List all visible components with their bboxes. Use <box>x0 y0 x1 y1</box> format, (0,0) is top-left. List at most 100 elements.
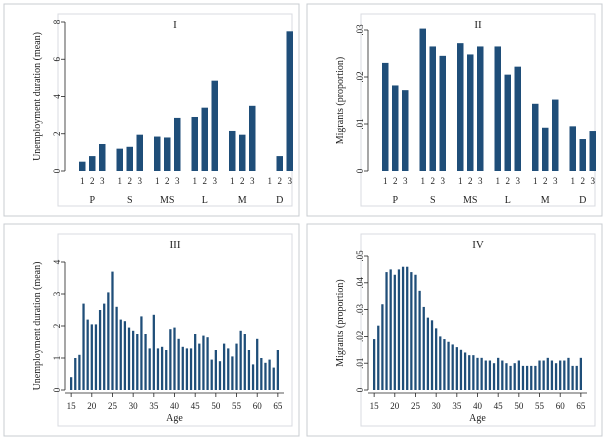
bar <box>229 131 236 171</box>
panel-4: IV Migrants (proportion) 0 .01 .02 .03 .04 .05 1… <box>303 220 606 440</box>
x-tick-label: 45 <box>191 401 201 411</box>
bar-tick-label: 2 <box>393 176 398 186</box>
x-axis-label: Age <box>166 413 183 424</box>
bar <box>509 366 511 390</box>
bar <box>493 363 495 390</box>
bar <box>373 339 375 390</box>
x-tick-label: 45 <box>494 401 504 411</box>
panel-1: I Unemployment duration (mean) 0 2 4 6 8 1 2 3 P 1 2… <box>0 0 303 220</box>
bar-tick-label: 3 <box>553 176 558 186</box>
bar-tick-label: 1 <box>533 176 538 186</box>
bar <box>390 269 392 390</box>
y-tick-label: 0 <box>355 387 365 392</box>
bar <box>522 366 524 390</box>
y-tick-label: 8 <box>52 19 62 24</box>
bar <box>127 147 134 171</box>
bar <box>277 156 284 171</box>
bar <box>194 334 196 390</box>
bar-tick-label: 2 <box>581 176 586 186</box>
bar <box>480 358 482 390</box>
bar <box>140 316 142 390</box>
chart-title: III <box>170 239 181 251</box>
chart-title: IV <box>472 239 484 251</box>
bar <box>377 326 379 390</box>
bar <box>552 100 559 171</box>
bar <box>74 358 76 390</box>
group-label: P <box>392 195 398 206</box>
bar-tick-label: 3 <box>516 176 521 186</box>
bar <box>212 81 219 171</box>
y-tick-label: 4 <box>52 259 62 264</box>
bar <box>268 360 270 390</box>
bar <box>124 321 126 390</box>
bar-tick-label: 1 <box>571 176 576 186</box>
y-tick-label: .03 <box>355 24 365 36</box>
y-tick-label: 2 <box>52 132 62 137</box>
bar <box>103 304 105 390</box>
bar <box>82 304 84 390</box>
bar-tick-label: 2 <box>203 176 208 186</box>
y-tick-label: .01 <box>355 358 365 369</box>
y-tick-label: 0 <box>52 168 62 173</box>
bar <box>406 267 408 390</box>
bar <box>169 329 171 390</box>
bar <box>431 320 433 390</box>
bar-tick-label: 3 <box>441 176 446 186</box>
bar <box>423 307 425 390</box>
bar <box>161 347 163 390</box>
y-axis-label: Migrants (proportion) <box>335 57 346 145</box>
bar-tick-label: 3 <box>250 176 255 186</box>
bar <box>392 85 399 171</box>
bar <box>157 348 159 390</box>
bar-tick-label: 2 <box>128 176 133 186</box>
bar <box>590 131 597 171</box>
bar <box>115 307 117 390</box>
bar-tick-label: 1 <box>80 176 85 186</box>
y-tick-label: .02 <box>355 71 365 82</box>
bar <box>117 149 124 171</box>
bar <box>452 344 454 390</box>
group-label: D <box>276 195 283 206</box>
bar <box>215 350 217 390</box>
x-tick-label: 60 <box>556 401 566 411</box>
group-label: M <box>541 195 550 206</box>
bar <box>385 272 387 390</box>
bar <box>477 46 484 171</box>
bar <box>182 347 184 390</box>
bar <box>538 361 540 390</box>
bar-tick-label: 2 <box>90 176 95 186</box>
bar <box>202 108 209 171</box>
group-label: MS <box>463 195 477 206</box>
bar <box>530 366 532 390</box>
bar <box>567 358 569 390</box>
bar <box>430 46 437 171</box>
bar <box>398 269 400 390</box>
bar <box>580 139 587 171</box>
bar-tick-label: 2 <box>165 176 170 186</box>
bar <box>464 352 466 390</box>
bar <box>570 126 577 171</box>
x-tick-label: 35 <box>149 401 159 411</box>
x-tick-label: 65 <box>273 401 283 411</box>
bar <box>467 54 474 171</box>
bar <box>223 344 225 390</box>
chart-svg: IV Migrants (proportion) 0 .01 .02 .03 .04 .05 1… <box>303 220 606 440</box>
bar <box>532 104 539 171</box>
bar <box>120 320 122 390</box>
bar <box>248 350 250 390</box>
bar-tick-label: 1 <box>458 176 463 186</box>
y-tick-label: .04 <box>355 277 365 289</box>
bar <box>240 331 242 390</box>
x-tick-label: 55 <box>535 401 545 411</box>
plot-area <box>361 234 595 426</box>
bar <box>227 348 229 390</box>
bar <box>260 358 262 390</box>
bar <box>173 328 175 390</box>
bar <box>501 361 503 390</box>
bar <box>154 137 161 171</box>
x-tick-label: 30 <box>129 401 139 411</box>
bar <box>219 361 221 390</box>
chart-title: I <box>173 19 177 31</box>
group-label: P <box>89 195 95 206</box>
